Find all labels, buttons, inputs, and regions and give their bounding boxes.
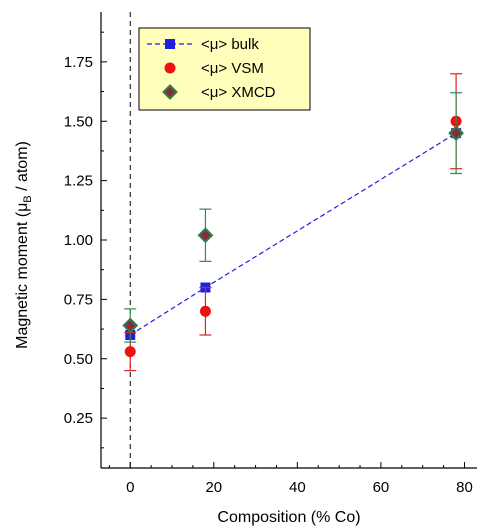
x-tick-label: 40 — [289, 479, 306, 496]
y-tick-label: 1.00 — [64, 232, 93, 249]
series-bulk — [125, 128, 462, 340]
x-tick-label: 20 — [205, 479, 222, 496]
y-tick-label: 1.50 — [64, 113, 93, 130]
y-tick-label: 1.25 — [64, 173, 93, 190]
legend-marker — [162, 84, 178, 100]
legend-marker — [164, 62, 176, 74]
x-tick-label: 60 — [373, 479, 390, 496]
y-axis-title-subscript: B — [22, 195, 34, 202]
legend: <μ> bulk <μ> VSM <μ> XMCD — [138, 27, 311, 111]
x-axis-title: Composition (% Co) — [217, 509, 360, 526]
legend-marker — [165, 39, 175, 49]
y-tick-label: 0.75 — [64, 291, 93, 308]
y-tick-label: 0.25 — [64, 410, 93, 427]
y-tick-label: 0.50 — [64, 351, 93, 368]
vsm-point — [124, 346, 136, 358]
bulk-line — [129, 132, 457, 336]
series-layer — [122, 73, 465, 372]
y-axis-title-main: Magnetic moment (μ — [14, 203, 31, 349]
xmcd-point — [197, 227, 214, 244]
y-ticks: 0.25 0.50 0.75 1.00 1.25 1.50 1.75 — [64, 31, 107, 449]
xmcd-point — [122, 317, 139, 334]
series-vsm — [124, 73, 463, 372]
legend-label: <μ> XMCD — [201, 84, 276, 101]
x-tick-label: 80 — [456, 479, 473, 496]
y-tick-label: 1.75 — [64, 54, 93, 71]
x-ticks: 0 20 40 60 80 — [108, 462, 473, 496]
y-axis-title-tail: / atom) — [14, 141, 31, 195]
legend-label: <μ> bulk — [201, 36, 259, 53]
vsm-point — [199, 305, 211, 317]
legend-label: <μ> VSM — [201, 60, 264, 77]
series-xmcd — [122, 92, 465, 343]
xmcd-point — [448, 125, 465, 142]
y-axis-title: Magnetic moment (μB / atom) — [14, 141, 34, 349]
x-tick-label: 0 — [126, 479, 134, 496]
